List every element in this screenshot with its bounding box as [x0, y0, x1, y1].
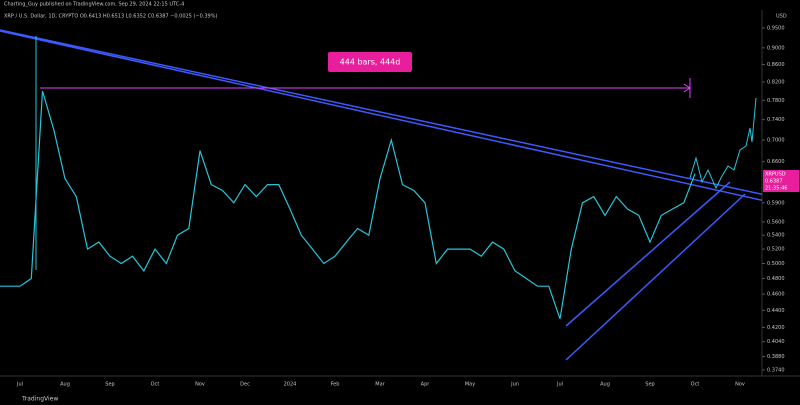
- footer: TradingView: [21, 396, 58, 403]
- price-tag-box: [763, 170, 799, 192]
- currency: USD: [776, 14, 787, 20]
- y-tick-label: 0.4040: [767, 339, 785, 345]
- price-tag-countdown: 21:35:46: [765, 186, 787, 192]
- y-tick-label: 0.7800: [767, 98, 785, 104]
- projection: [689, 97, 757, 190]
- series: [0, 90, 696, 319]
- legend-text: XRP / U.S. Dollar, 1D, CRYPTO O0.6413 H0…: [4, 14, 217, 20]
- y-tick-label: 0.9500: [767, 26, 785, 32]
- x-tick-label: Sep: [645, 382, 654, 388]
- x-tick-label: Jul: [16, 382, 23, 388]
- trendline: [565, 181, 731, 327]
- x-tick-label: Aug: [60, 382, 70, 388]
- y-tick-label: 0.4600: [767, 292, 785, 298]
- y-tick-label: 0.5200: [767, 247, 785, 253]
- x-tick-label: Oct: [151, 382, 160, 388]
- header: Charting_Guy published on TradingView.co…: [4, 2, 184, 8]
- price-tag-price: 0.6387: [765, 179, 783, 185]
- y-tick-label: 0.4400: [767, 308, 785, 314]
- y-tick-label: 0.5000: [767, 261, 785, 267]
- y-tick-label: 0.6600: [767, 159, 785, 165]
- x-tick-label: Aug: [600, 382, 610, 388]
- y-tick-label: 0.8600: [767, 62, 785, 68]
- x-tick-label: Jul: [556, 382, 563, 388]
- x-tick-label: Dec: [240, 382, 250, 388]
- x-tick-label: Nov: [735, 382, 745, 388]
- x-tick-label: Oct: [691, 382, 700, 388]
- x-tick-label: Sep: [105, 382, 114, 388]
- y-tick-label: 0.8200: [767, 79, 785, 85]
- x-tick-label: Nov: [195, 382, 205, 388]
- x-tick-label: May: [465, 382, 475, 388]
- y-tick-label: 0.5600: [767, 219, 785, 225]
- drawings: [0, 29, 762, 361]
- measure-arrow: [683, 83, 691, 93]
- x-tick-label: Apr: [421, 382, 431, 388]
- trendline: [565, 193, 746, 361]
- x-tick-label: Jun: [510, 382, 519, 388]
- y-tick-label: 0.5400: [767, 233, 785, 239]
- y-tick-label: 0.3740: [767, 368, 785, 374]
- trendline: [0, 30, 762, 201]
- annotation-box: [328, 52, 412, 72]
- y-tick-label: 0.4800: [767, 276, 785, 282]
- x-tick-label: Mar: [375, 382, 385, 388]
- y-tick-label: 0.3880: [767, 354, 785, 360]
- y-tick-label: 0.9000: [767, 45, 785, 51]
- x-tick-label: 2024: [284, 382, 297, 388]
- y-tick-label: 0.7000: [767, 138, 785, 144]
- price-line: [0, 90, 696, 319]
- y-tick-label: 0.5900: [767, 200, 785, 206]
- trendline: [0, 29, 762, 196]
- y-tick-label: 0.7400: [767, 117, 785, 123]
- price-tag-symbol: XRPUSD: [765, 172, 786, 178]
- y-tick-label: 0.4200: [767, 325, 785, 331]
- annotation: 444 bars, 444d: [340, 58, 401, 67]
- x-tick-label: Feb: [331, 382, 340, 388]
